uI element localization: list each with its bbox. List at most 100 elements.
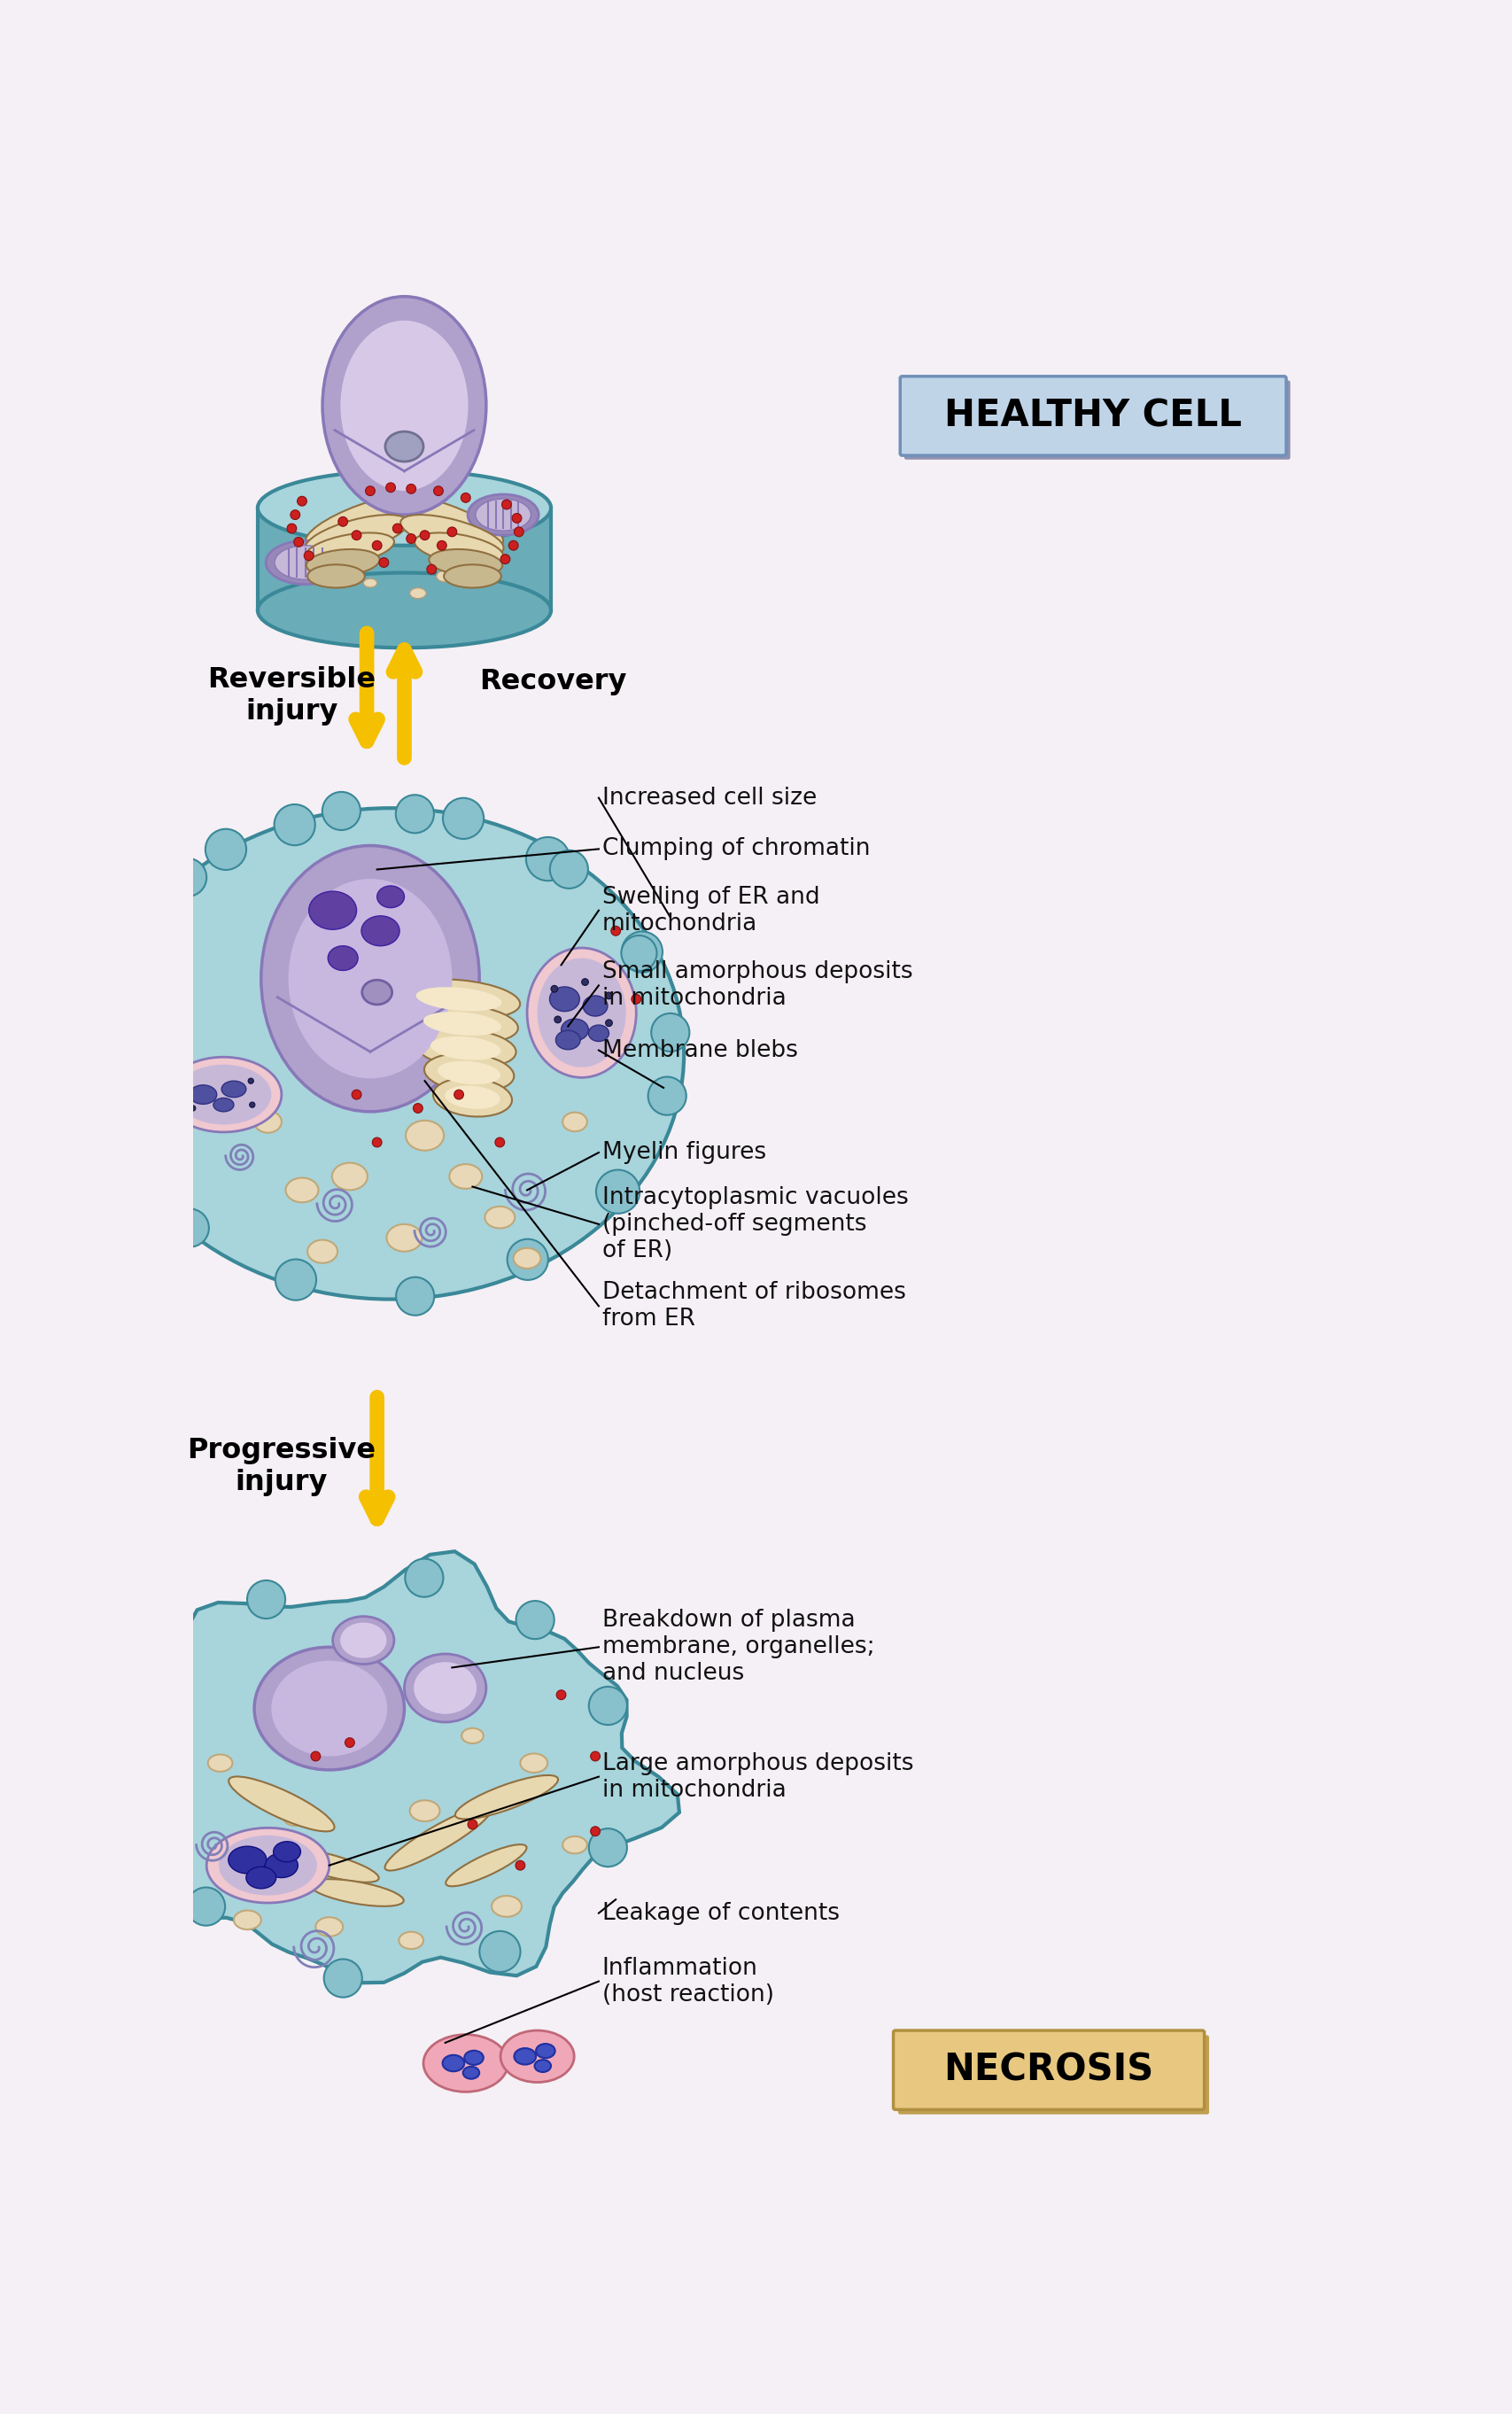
- Circle shape: [621, 932, 662, 973]
- Ellipse shape: [331, 1164, 367, 1190]
- Ellipse shape: [221, 1081, 246, 1098]
- Circle shape: [500, 555, 510, 565]
- Text: Increased cell size: Increased cell size: [602, 787, 816, 809]
- Ellipse shape: [280, 1849, 378, 1883]
- Ellipse shape: [305, 495, 422, 548]
- Circle shape: [393, 524, 402, 533]
- Circle shape: [352, 1089, 361, 1098]
- Ellipse shape: [257, 572, 550, 647]
- Circle shape: [372, 1137, 381, 1147]
- FancyBboxPatch shape: [900, 377, 1285, 456]
- Polygon shape: [118, 1552, 679, 1982]
- Ellipse shape: [165, 1057, 281, 1132]
- Ellipse shape: [458, 558, 473, 567]
- Ellipse shape: [562, 1113, 587, 1132]
- Circle shape: [590, 1827, 600, 1837]
- Ellipse shape: [308, 891, 357, 929]
- Circle shape: [187, 1888, 225, 1926]
- Circle shape: [516, 1600, 553, 1639]
- Ellipse shape: [387, 495, 503, 548]
- Ellipse shape: [435, 570, 454, 582]
- Circle shape: [141, 1055, 150, 1065]
- Ellipse shape: [363, 579, 376, 587]
- Circle shape: [249, 1103, 256, 1108]
- Ellipse shape: [289, 879, 452, 1079]
- Circle shape: [293, 538, 304, 548]
- Ellipse shape: [387, 1224, 422, 1250]
- Circle shape: [248, 1079, 254, 1084]
- Circle shape: [380, 558, 389, 567]
- Ellipse shape: [189, 1084, 216, 1103]
- Ellipse shape: [410, 589, 426, 599]
- Ellipse shape: [361, 980, 392, 1004]
- Circle shape: [88, 990, 129, 1031]
- Circle shape: [526, 838, 570, 881]
- Circle shape: [322, 792, 360, 830]
- Ellipse shape: [520, 1753, 547, 1772]
- Circle shape: [581, 978, 588, 985]
- Circle shape: [511, 514, 522, 524]
- Circle shape: [494, 1137, 505, 1147]
- Ellipse shape: [257, 471, 550, 546]
- Ellipse shape: [246, 1866, 275, 1888]
- Ellipse shape: [310, 1878, 404, 1907]
- Circle shape: [147, 946, 157, 956]
- Ellipse shape: [307, 1241, 337, 1263]
- Ellipse shape: [449, 1164, 482, 1188]
- Ellipse shape: [410, 1801, 440, 1820]
- Circle shape: [448, 526, 457, 536]
- Ellipse shape: [467, 495, 538, 536]
- Ellipse shape: [588, 1026, 608, 1040]
- Ellipse shape: [305, 514, 408, 555]
- Ellipse shape: [416, 1028, 516, 1067]
- Ellipse shape: [432, 1079, 511, 1118]
- Circle shape: [516, 1861, 525, 1871]
- Ellipse shape: [561, 1019, 588, 1040]
- Circle shape: [405, 1559, 443, 1598]
- Circle shape: [631, 995, 641, 1004]
- Circle shape: [437, 541, 446, 550]
- Circle shape: [479, 1931, 520, 1972]
- Ellipse shape: [404, 1654, 485, 1721]
- Circle shape: [549, 850, 588, 888]
- Circle shape: [274, 804, 314, 845]
- Ellipse shape: [265, 1854, 298, 1878]
- Ellipse shape: [514, 2047, 535, 2064]
- Ellipse shape: [322, 297, 485, 514]
- FancyBboxPatch shape: [904, 381, 1290, 459]
- Circle shape: [443, 799, 484, 840]
- Ellipse shape: [234, 1909, 262, 1929]
- Circle shape: [275, 1260, 316, 1301]
- Circle shape: [590, 1753, 600, 1762]
- Text: NECROSIS: NECROSIS: [943, 2052, 1154, 2088]
- Ellipse shape: [266, 541, 345, 584]
- FancyBboxPatch shape: [898, 2035, 1208, 2115]
- Circle shape: [611, 927, 620, 937]
- Ellipse shape: [414, 533, 503, 565]
- Ellipse shape: [484, 1207, 514, 1229]
- Ellipse shape: [376, 886, 404, 908]
- Ellipse shape: [271, 1661, 387, 1757]
- Circle shape: [366, 485, 375, 495]
- Circle shape: [287, 524, 296, 533]
- Ellipse shape: [405, 1120, 443, 1151]
- Ellipse shape: [414, 1663, 476, 1714]
- Circle shape: [596, 1171, 640, 1214]
- Circle shape: [434, 485, 443, 495]
- Ellipse shape: [361, 915, 399, 946]
- Circle shape: [181, 1798, 191, 1808]
- Circle shape: [339, 517, 348, 526]
- Text: Recovery: Recovery: [479, 669, 626, 695]
- Ellipse shape: [475, 500, 531, 531]
- Circle shape: [502, 500, 511, 509]
- Circle shape: [413, 1103, 422, 1113]
- Circle shape: [186, 1079, 192, 1084]
- Circle shape: [85, 1014, 124, 1050]
- Text: Membrane blebs: Membrane blebs: [602, 1038, 797, 1062]
- Ellipse shape: [429, 550, 502, 577]
- Ellipse shape: [455, 1774, 558, 1820]
- Ellipse shape: [254, 1110, 281, 1132]
- FancyBboxPatch shape: [257, 507, 550, 611]
- Ellipse shape: [534, 2059, 550, 2071]
- Ellipse shape: [386, 432, 423, 461]
